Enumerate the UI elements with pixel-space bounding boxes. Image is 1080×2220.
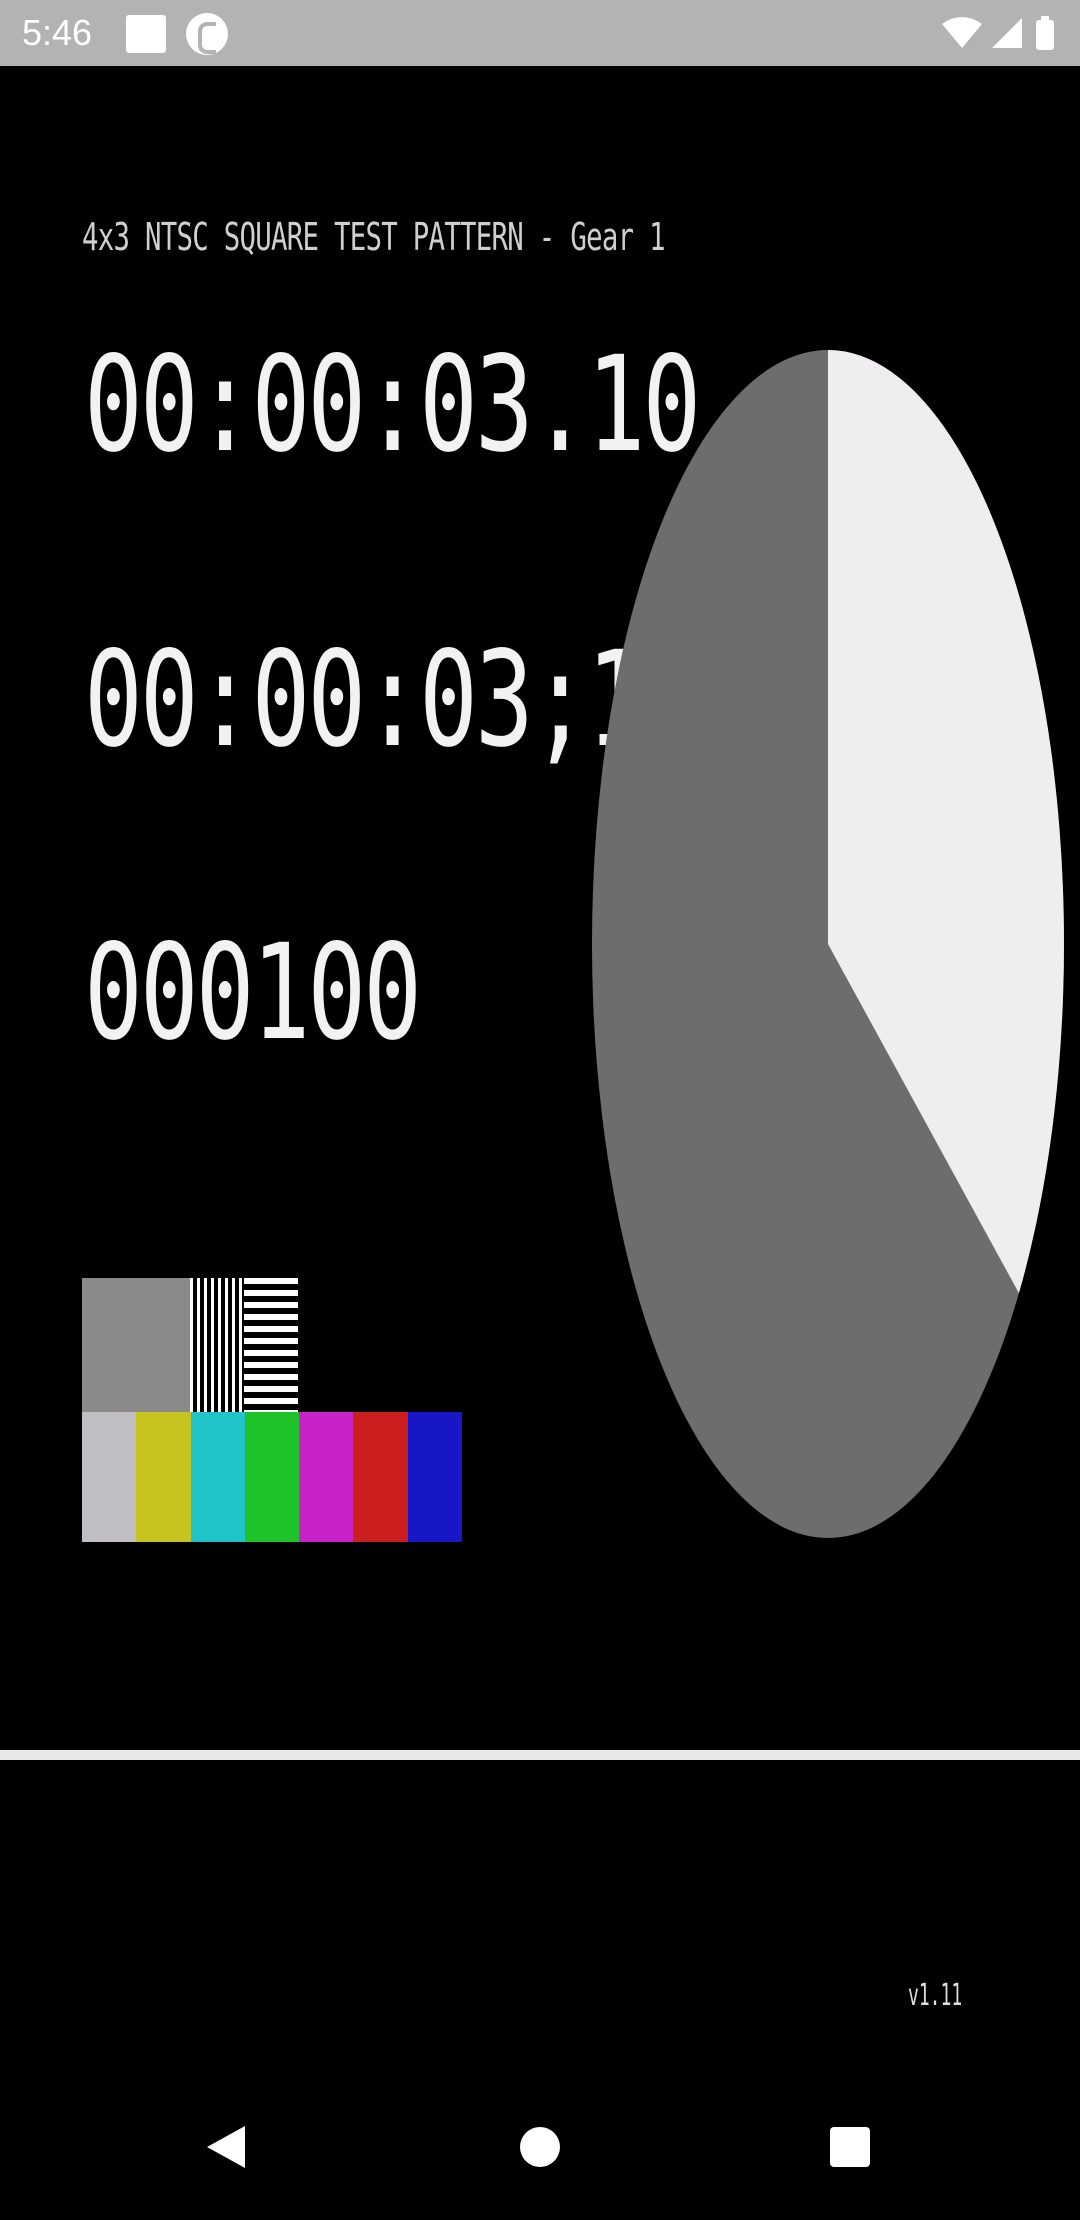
battery-icon bbox=[1036, 20, 1054, 50]
status-icons bbox=[942, 16, 1054, 50]
color-bar bbox=[82, 1412, 137, 1542]
vertical-line-bar bbox=[190, 1278, 244, 1412]
color-bar bbox=[190, 1412, 245, 1542]
color-bars-bottom-row bbox=[82, 1412, 462, 1542]
status-time: 5:46 bbox=[22, 12, 93, 53]
navigation-bar bbox=[0, 2076, 1080, 2220]
test-pattern-title: 4x3 NTSC SQUARE TEST PATTERN - Gear 1 bbox=[82, 215, 666, 259]
timecode-dropframe: 00:00:03;10 bbox=[84, 623, 701, 777]
recents-icon[interactable] bbox=[815, 2112, 885, 2182]
color-bars bbox=[82, 1278, 462, 1550]
video-divider-line bbox=[0, 1750, 1080, 1760]
horizontal-line-bar bbox=[244, 1278, 298, 1412]
color-bar bbox=[407, 1412, 462, 1542]
gray-bar bbox=[82, 1278, 136, 1412]
version-label: v1.11 bbox=[908, 1978, 963, 2013]
back-icon[interactable] bbox=[190, 2112, 260, 2182]
status-bar: 5:46 bbox=[0, 0, 1080, 66]
home-icon[interactable] bbox=[505, 2112, 575, 2182]
gray-bar bbox=[136, 1278, 190, 1412]
color-bar bbox=[299, 1412, 354, 1542]
wifi-icon bbox=[942, 17, 982, 48]
progress-pie bbox=[592, 350, 1064, 1538]
color-bar bbox=[136, 1412, 191, 1542]
frame-counter: 000100 bbox=[84, 916, 422, 1070]
color-bars-top-row bbox=[82, 1278, 298, 1412]
timecode-fractional: 00:00:03.10 bbox=[84, 328, 701, 482]
color-bar bbox=[353, 1412, 408, 1542]
pie-slice bbox=[828, 350, 1064, 1294]
color-bar bbox=[244, 1412, 300, 1542]
signal-icon bbox=[992, 18, 1022, 48]
notification-app-icon bbox=[186, 13, 228, 55]
notification-square-icon bbox=[126, 15, 166, 53]
